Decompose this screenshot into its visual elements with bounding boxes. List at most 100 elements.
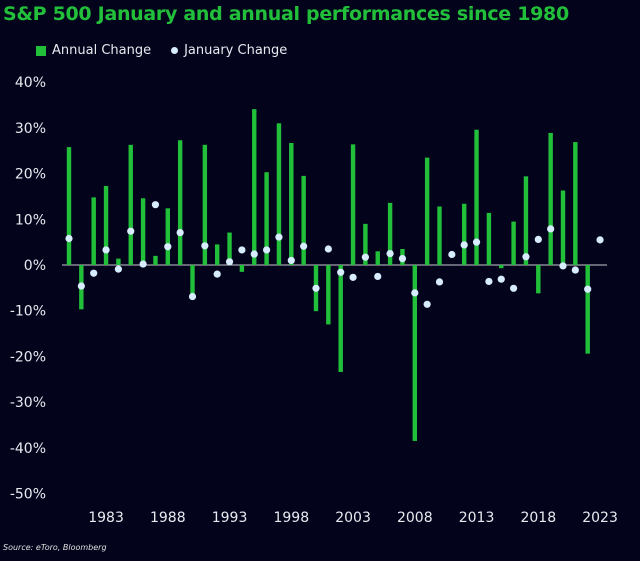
- january-point: [275, 233, 283, 241]
- annual-bar: [276, 123, 282, 265]
- january-point: [225, 258, 234, 266]
- x-tick-label: 1988: [150, 510, 186, 526]
- annual-bar: [387, 202, 393, 265]
- january-point: [250, 250, 258, 258]
- annual-bar: [128, 144, 133, 265]
- january-point: [411, 289, 419, 297]
- x-tick-label: 2008: [397, 510, 433, 526]
- y-tick-label: 30%: [15, 121, 46, 137]
- january-point: [213, 270, 221, 278]
- january-point: [114, 265, 122, 273]
- january-point: [509, 284, 518, 292]
- annual-bar: [116, 258, 121, 265]
- y-tick-label: 20%: [15, 167, 46, 183]
- january-point: [127, 227, 135, 235]
- legend-label-january: January Change: [184, 43, 288, 58]
- y-tick-label: 0%: [24, 258, 46, 274]
- annual-bar: [165, 208, 170, 265]
- annual-bar: [486, 212, 492, 265]
- january-point: [90, 269, 98, 277]
- legend: Annual Change January Change: [36, 43, 287, 58]
- january-point: [472, 238, 481, 246]
- x-tick-label: 1983: [88, 510, 124, 526]
- annual-bar: [350, 144, 356, 265]
- annual-bar: [153, 255, 158, 265]
- january-point: [497, 275, 505, 283]
- january-point: [435, 278, 444, 286]
- annual-bar: [264, 172, 269, 265]
- annual-bar: [573, 142, 578, 265]
- annual-bar: [326, 265, 331, 325]
- x-tick-label: 2003: [335, 510, 371, 526]
- x-tick-label: 2018: [520, 510, 556, 526]
- january-point: [312, 284, 320, 292]
- january-point: [151, 201, 160, 209]
- annual-bar: [462, 203, 467, 265]
- annual-bar: [511, 221, 516, 265]
- annual-bar: [301, 175, 306, 265]
- annual-bar: [523, 176, 529, 265]
- january-point: [398, 255, 407, 263]
- annual-bar: [536, 265, 541, 294]
- annual-bar: [289, 142, 294, 265]
- january-point: [522, 253, 530, 261]
- y-tick-label: 40%: [15, 75, 46, 91]
- legend-label-annual: Annual Change: [52, 43, 152, 58]
- annual-bar: [363, 223, 368, 265]
- january-point: [263, 246, 271, 254]
- january-point: [65, 234, 73, 243]
- january-point: [176, 228, 184, 237]
- january-point: [188, 292, 197, 301]
- annual-bar: [499, 265, 504, 269]
- chart-title: S&P 500 January and annual performances …: [3, 3, 569, 25]
- january-point: [584, 285, 592, 293]
- x-tick-label: 2023: [582, 510, 618, 526]
- annual-bar: [585, 265, 590, 354]
- y-tick-label: -10%: [10, 304, 46, 320]
- january-point: [386, 249, 394, 258]
- annual-bar: [375, 251, 380, 265]
- january-point: [287, 256, 295, 265]
- annual-bar: [560, 190, 566, 265]
- january-point: [596, 236, 604, 244]
- january-point: [349, 273, 357, 281]
- annual-bar: [177, 140, 183, 265]
- annual-bar: [91, 197, 96, 265]
- january-point: [201, 242, 209, 250]
- annual-bar: [140, 198, 146, 265]
- y-tick-label: 10%: [15, 212, 46, 228]
- annual-bar: [66, 147, 72, 265]
- january-point: [324, 245, 332, 253]
- y-tick-label: -50%: [10, 487, 46, 503]
- january-point: [460, 241, 468, 249]
- source-note: Source: eToro, Bloomberg: [3, 543, 107, 552]
- january-point: [361, 253, 369, 261]
- y-tick-label: -40%: [10, 441, 46, 457]
- x-tick-label: 1998: [273, 510, 309, 526]
- annual-bar: [338, 265, 343, 372]
- x-tick-label: 1993: [212, 510, 248, 526]
- january-point: [77, 282, 85, 290]
- january-point: [534, 235, 542, 244]
- annual-bar: [412, 265, 417, 441]
- january-point: [337, 268, 345, 276]
- annual-bar: [252, 109, 257, 266]
- january-point: [485, 277, 493, 286]
- annual-bar: [202, 144, 208, 265]
- january-point: [448, 250, 456, 259]
- january-point: [374, 272, 382, 281]
- x-tick-label: 2013: [459, 510, 495, 526]
- annual-bar: [215, 244, 220, 265]
- january-point: [571, 266, 579, 274]
- january-point: [300, 242, 308, 250]
- annual-bar: [548, 132, 553, 265]
- legend-swatch-annual: [36, 45, 46, 56]
- annual-bar: [227, 232, 232, 265]
- y-tick-label: -30%: [10, 395, 46, 411]
- january-point: [139, 260, 147, 268]
- annual-bar: [103, 185, 109, 265]
- january-point: [559, 262, 567, 270]
- january-point: [102, 246, 110, 254]
- y-tick-label: -20%: [10, 349, 46, 365]
